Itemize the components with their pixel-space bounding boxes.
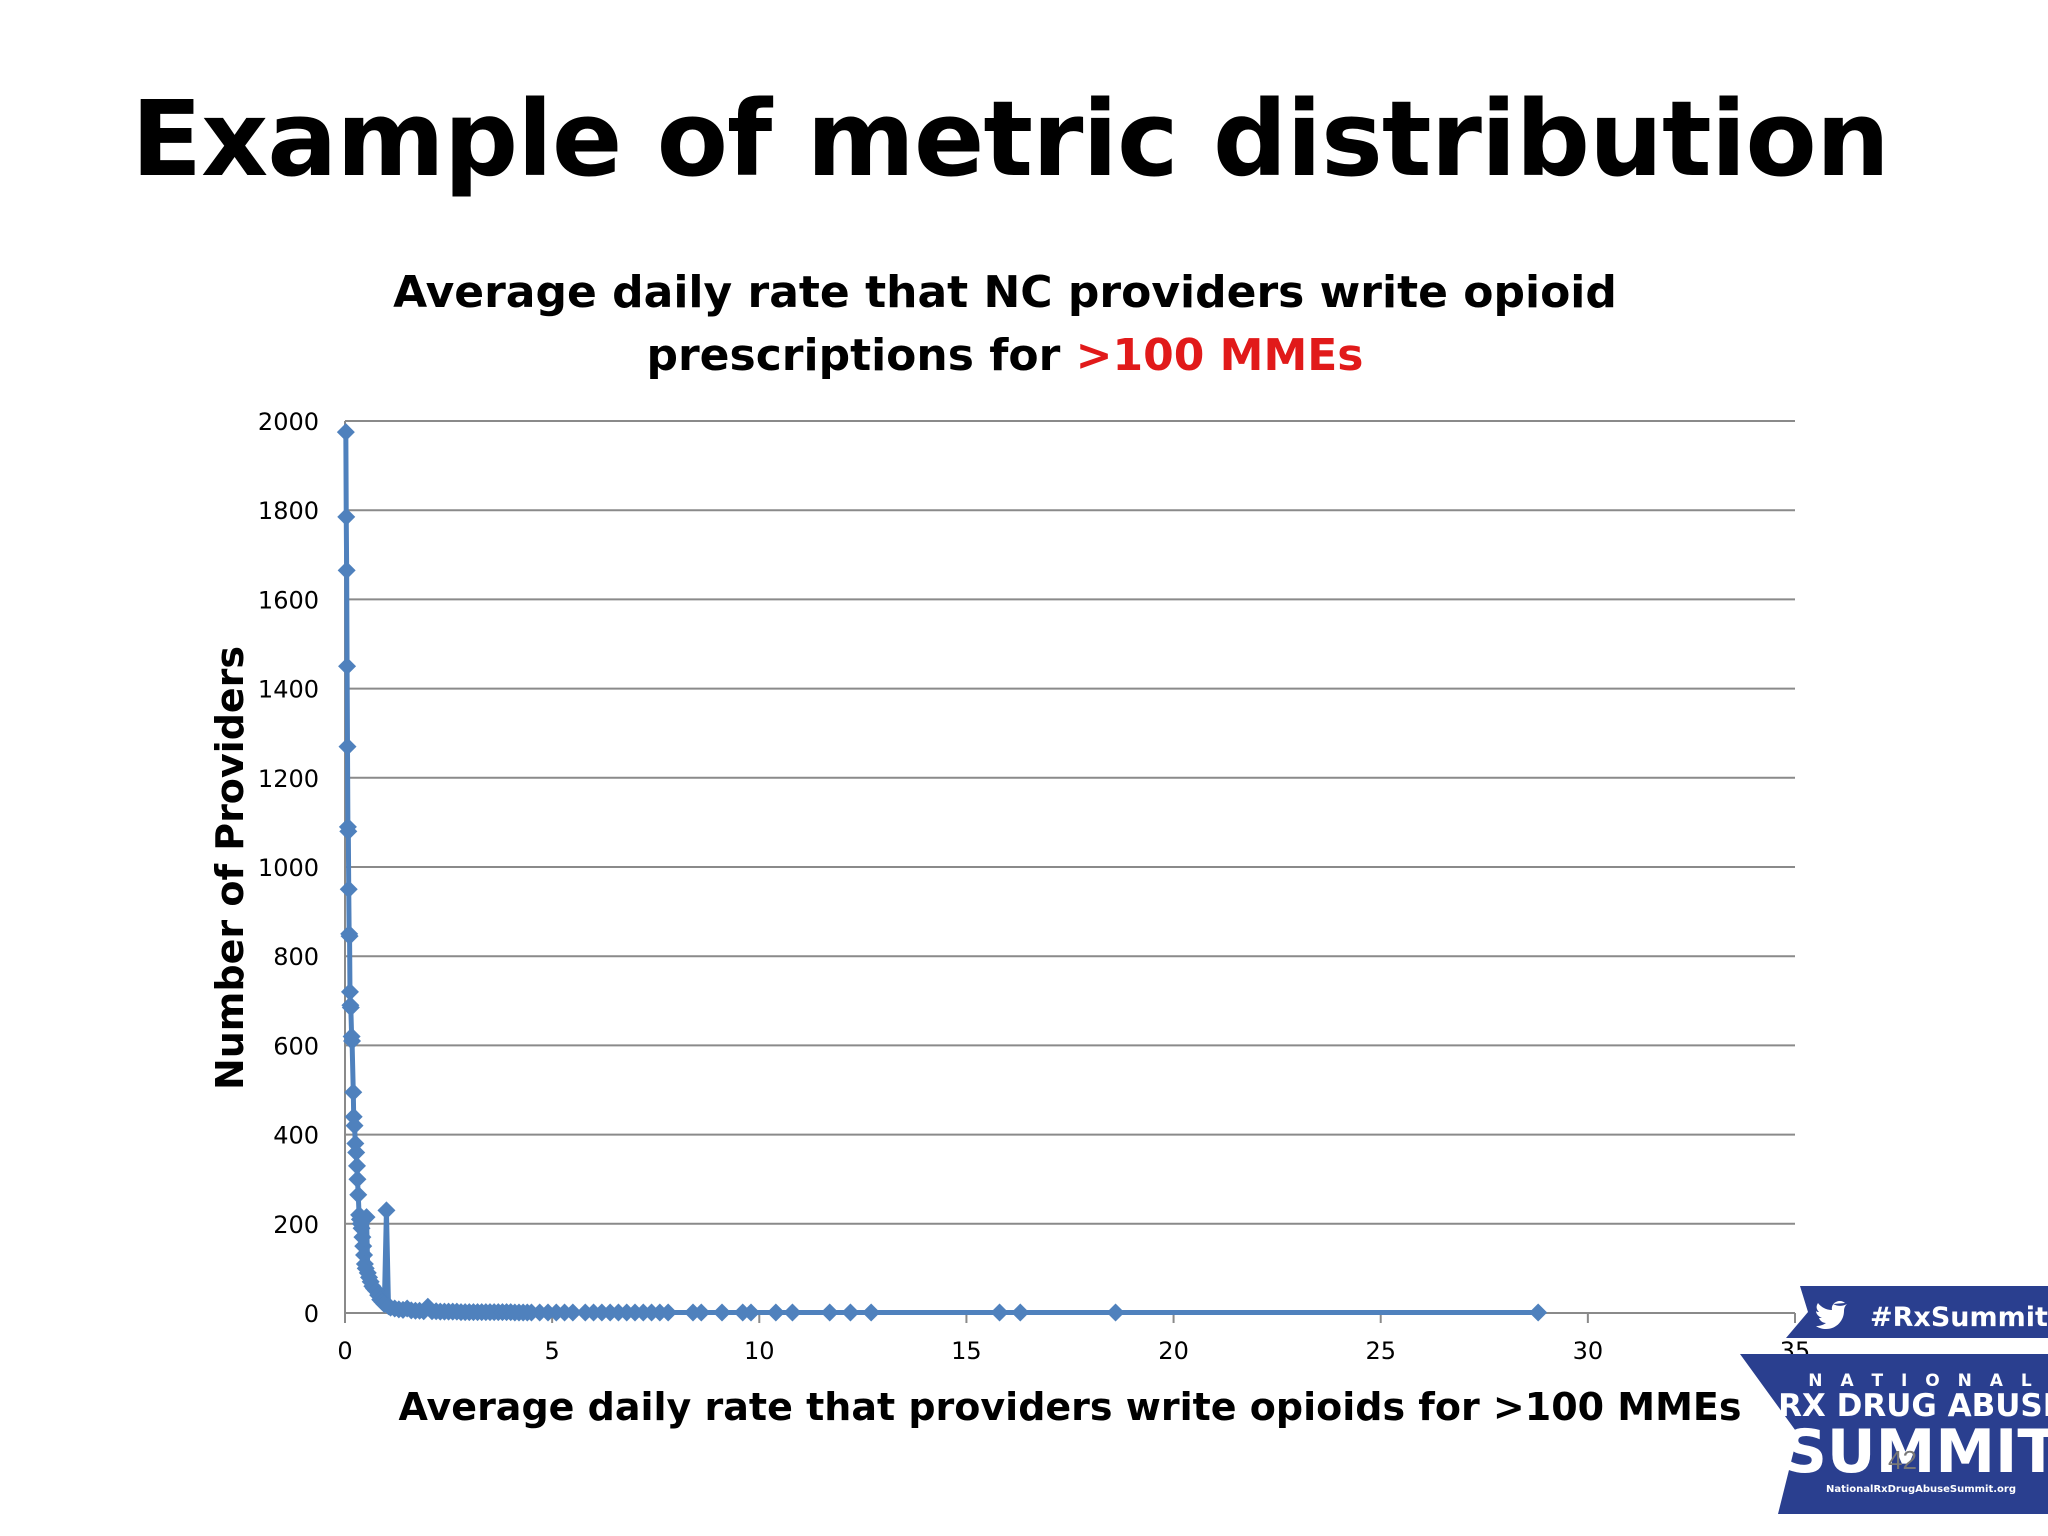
- y-tick-label: 200: [273, 1211, 319, 1239]
- y-tick-label: 600: [273, 1032, 319, 1060]
- data-point: [347, 1143, 366, 1162]
- slide-title: Example of metric distribution: [131, 78, 1890, 200]
- chart-title-part-1: prescriptions for: [646, 330, 1075, 381]
- data-point: [338, 737, 357, 756]
- data-point: [1529, 1303, 1548, 1322]
- x-tick-label: 10: [744, 1337, 775, 1365]
- data-point: [340, 982, 359, 1001]
- series-line-0: [343, 432, 1539, 1316]
- x-tick-label: 15: [951, 1337, 982, 1365]
- data-point: [742, 1303, 760, 1322]
- y-tick-label: 2000: [258, 408, 319, 436]
- data-point: [841, 1303, 860, 1322]
- data-point: [349, 1185, 368, 1204]
- data-series: [336, 423, 1548, 1322]
- data-point: [713, 1303, 731, 1322]
- data-point: [357, 1208, 376, 1227]
- hashtag-banner: [1786, 1286, 2048, 1338]
- x-tick-label: 0: [337, 1337, 352, 1365]
- page-number: 42: [1888, 1445, 1917, 1475]
- axes: 0 200 400 600 800 1000 1200 1400 1600 1800 2000 0 5 1…: [258, 408, 1810, 1365]
- data-point: [345, 1116, 364, 1135]
- data-point: [990, 1303, 1009, 1322]
- data-point: [343, 1031, 362, 1050]
- brand-line-national: N A T I O N A L: [1808, 1371, 2037, 1391]
- chart-title-line-1: Average daily rate that NC providers wri…: [393, 267, 1617, 318]
- summit-branding: #RxSummit N A T I O N A L RX DRUG ABUSE …: [1740, 1286, 2048, 1514]
- y-tick-label: 0: [304, 1300, 319, 1328]
- data-point: [820, 1303, 839, 1322]
- data-point: [340, 927, 359, 946]
- data-point: [692, 1303, 711, 1322]
- chart-title-part-0: Average daily rate that NC providers wri…: [393, 267, 1617, 318]
- chart-title-line-2: prescriptions for >100 MMEs: [646, 330, 1363, 381]
- data-point: [348, 1170, 367, 1189]
- data-point: [1011, 1303, 1030, 1322]
- data-point: [338, 657, 357, 676]
- data-point: [348, 1156, 367, 1175]
- hashtag-label: #RxSummit: [1870, 1302, 2048, 1333]
- y-tick-label: 400: [273, 1122, 319, 1150]
- data-point: [659, 1303, 678, 1322]
- y-axis-title: Number of Providers: [208, 646, 252, 1090]
- y-tick-label: 1800: [258, 497, 319, 525]
- chart-title-part-2: >100 MMEs: [1076, 330, 1364, 381]
- data-point: [337, 507, 356, 526]
- x-tick-label: 20: [1158, 1337, 1189, 1365]
- x-axis-title: Average daily rate that providers write …: [398, 1385, 1741, 1429]
- data-point: [563, 1303, 582, 1322]
- x-tick-label: 25: [1365, 1337, 1396, 1365]
- y-tick-label: 1600: [258, 586, 319, 614]
- brand-line-rx-drug-abuse: RX DRUG ABUSE: [1778, 1388, 2048, 1424]
- brand-line-summit: SUMMIT: [1784, 1417, 2048, 1487]
- data-point: [341, 998, 360, 1017]
- data-point: [336, 423, 355, 442]
- data-point: [862, 1303, 881, 1322]
- data-point: [339, 880, 358, 899]
- data-point: [337, 561, 356, 580]
- brand-url: NationalRxDrugAbuseSummit.org: [1826, 1484, 2016, 1495]
- gridlines: [345, 420, 1795, 1314]
- y-tick-label: 1200: [258, 765, 319, 793]
- data-point: [339, 822, 358, 841]
- y-tick-label: 1400: [258, 676, 319, 704]
- twitter-bird-icon: [1816, 1301, 1847, 1329]
- y-tick-label: 1000: [258, 854, 319, 882]
- data-point: [344, 1083, 363, 1102]
- x-tick-label: 5: [545, 1337, 560, 1365]
- y-tick-label: 800: [273, 943, 319, 971]
- x-tick-label: 30: [1573, 1337, 1604, 1365]
- data-point: [1106, 1303, 1125, 1322]
- data-point: [783, 1303, 802, 1322]
- data-point: [766, 1303, 785, 1322]
- data-point: [377, 1201, 396, 1220]
- summit-badge: [1740, 1354, 2048, 1514]
